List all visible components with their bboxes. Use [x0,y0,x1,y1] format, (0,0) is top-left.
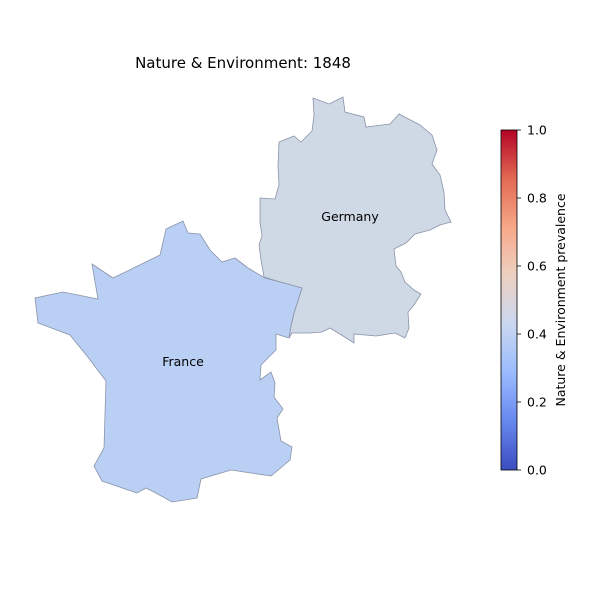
region-france[interactable] [34,220,303,503]
colorbar-ticks: 0.0 0.2 0.4 0.6 0.8 1.0 [517,123,547,478]
colorbar-tick-label: 0.6 [527,259,547,274]
label-germany: Germany [321,209,379,224]
colorbar-tick-label: 1.0 [527,123,547,138]
colorbar-label: Nature & Environment prevalence [553,193,568,406]
colorbar-bar [500,129,518,471]
label-france: France [162,354,204,369]
colorbar-tick-label: 0.2 [527,395,547,410]
colorbar-tick-label: 0.4 [527,327,547,342]
region-germany[interactable] [258,96,452,344]
map-regions [34,96,452,503]
map-title: Nature & Environment: 1848 [135,54,351,72]
colorbar-tick-label: 0.0 [527,463,547,478]
map-labels: Germany France [162,209,379,369]
colorbar: 0.0 0.2 0.4 0.6 0.8 1.0 Nature & Environment … [500,123,568,478]
colorbar-tick-label: 0.8 [527,191,547,206]
